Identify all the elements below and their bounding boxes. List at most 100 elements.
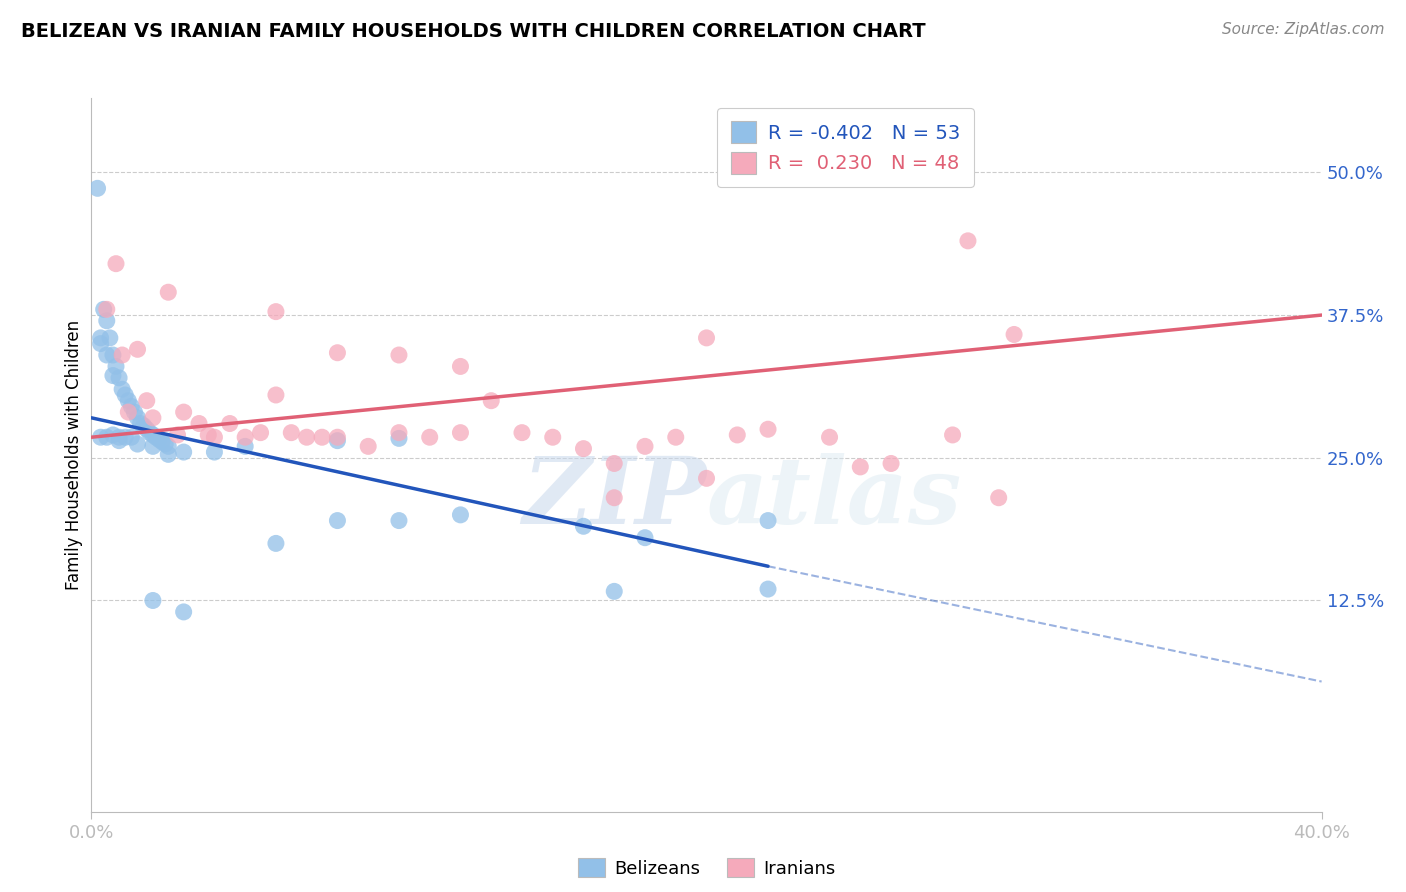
Point <box>188 417 211 431</box>
Point <box>157 447 180 461</box>
Point <box>326 434 349 448</box>
Point <box>117 405 139 419</box>
Point <box>101 348 124 362</box>
Point <box>202 430 225 444</box>
Point <box>142 439 165 453</box>
Point <box>665 430 688 444</box>
Point <box>541 430 564 444</box>
Point <box>148 433 170 447</box>
Point <box>127 437 149 451</box>
Point <box>449 359 471 374</box>
Point <box>142 593 165 607</box>
Point <box>849 459 872 474</box>
Point <box>96 430 118 444</box>
Point <box>90 336 112 351</box>
Point <box>295 430 318 444</box>
Point <box>86 181 108 195</box>
Point <box>90 430 112 444</box>
Point <box>132 418 155 433</box>
Point <box>233 430 256 444</box>
Point <box>173 445 195 459</box>
Point <box>127 410 149 425</box>
Point <box>127 343 149 357</box>
Point <box>173 605 195 619</box>
Point <box>108 371 131 385</box>
Point <box>634 439 657 453</box>
Point <box>129 417 152 431</box>
Point <box>357 439 380 453</box>
Point <box>1002 327 1025 342</box>
Point <box>135 393 157 408</box>
Point <box>135 422 157 436</box>
Point <box>233 439 256 453</box>
Point <box>326 514 349 528</box>
Point <box>725 428 748 442</box>
Point <box>756 582 779 596</box>
Point <box>696 471 718 485</box>
Point <box>987 491 1010 505</box>
Point <box>166 428 188 442</box>
Point <box>388 514 411 528</box>
Point <box>105 359 127 374</box>
Point <box>90 331 112 345</box>
Point <box>818 430 841 444</box>
Point <box>388 348 411 362</box>
Point <box>111 348 134 362</box>
Point <box>108 434 131 448</box>
Point <box>96 302 118 317</box>
Point <box>101 428 124 442</box>
Text: ZIP: ZIP <box>522 453 706 542</box>
Point <box>150 434 173 449</box>
Point <box>108 430 131 444</box>
Point <box>603 457 626 471</box>
Point <box>696 331 718 345</box>
Point <box>202 445 225 459</box>
Point <box>142 410 165 425</box>
Point <box>105 257 127 271</box>
Point <box>388 431 411 445</box>
Point <box>139 425 162 440</box>
Point <box>93 302 115 317</box>
Point <box>479 393 502 408</box>
Point <box>634 531 657 545</box>
Point <box>880 457 903 471</box>
Point <box>572 519 595 533</box>
Point <box>197 428 219 442</box>
Point <box>264 536 287 550</box>
Legend: Belizeans, Iranians: Belizeans, Iranians <box>571 850 842 885</box>
Point <box>326 345 349 359</box>
Point <box>101 368 124 383</box>
Point <box>111 382 134 396</box>
Point <box>264 304 287 318</box>
Point <box>114 388 136 402</box>
Point <box>98 331 121 345</box>
Point <box>142 428 165 442</box>
Point <box>120 400 142 414</box>
Point <box>942 428 965 442</box>
Point <box>114 430 136 444</box>
Point <box>173 405 195 419</box>
Point <box>96 348 118 362</box>
Point <box>603 491 626 505</box>
Point <box>145 430 167 444</box>
Point <box>756 422 779 436</box>
Y-axis label: Family Households with Children: Family Households with Children <box>65 320 83 590</box>
Point <box>388 425 411 440</box>
Point <box>157 439 180 453</box>
Point <box>117 393 139 408</box>
Point <box>603 584 626 599</box>
Point <box>280 425 302 440</box>
Text: BELIZEAN VS IRANIAN FAMILY HOUSEHOLDS WITH CHILDREN CORRELATION CHART: BELIZEAN VS IRANIAN FAMILY HOUSEHOLDS WI… <box>21 22 925 41</box>
Point <box>120 430 142 444</box>
Point <box>572 442 595 456</box>
Point <box>264 388 287 402</box>
Point <box>96 314 118 328</box>
Point <box>153 437 177 451</box>
Point <box>326 430 349 444</box>
Point <box>157 285 180 300</box>
Point <box>249 425 271 440</box>
Text: Source: ZipAtlas.com: Source: ZipAtlas.com <box>1222 22 1385 37</box>
Point <box>956 234 979 248</box>
Point <box>218 417 240 431</box>
Point <box>756 514 779 528</box>
